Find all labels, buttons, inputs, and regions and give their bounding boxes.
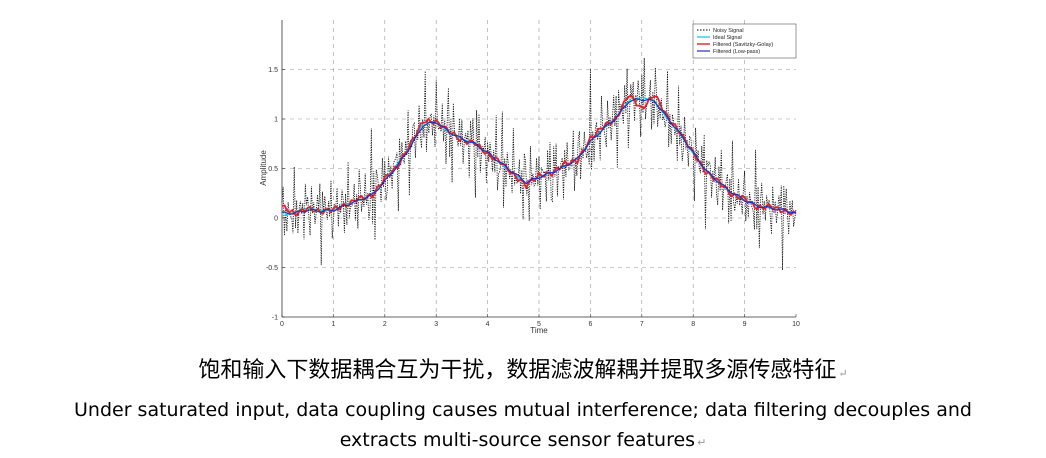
x-tick-label: 9 xyxy=(743,321,747,328)
x-tick-label: 6 xyxy=(588,321,592,328)
chart-figure: 0 1 2 3 4 5 6 7 8 9 10 -1 -0.5 0 0.5 1 1.5 Time Amplitu… xyxy=(259,20,800,335)
y-tick-label: 1.5 xyxy=(268,67,278,74)
x-tick-label: 1 xyxy=(331,321,335,328)
x-tick-label: 10 xyxy=(792,321,800,328)
series-lines xyxy=(281,57,797,271)
y-tick-label: -0.5 xyxy=(266,265,278,272)
legend-label-ideal: Ideal Signal xyxy=(713,35,742,41)
y-ticks: -1 -0.5 0 0.5 1 1.5 xyxy=(266,67,285,322)
x-tick-label: 2 xyxy=(383,321,387,328)
y-tick-label: 1 xyxy=(274,117,278,124)
legend-label-savgol: Filtered (Savitzky-Golay) xyxy=(713,42,773,48)
x-tick-label: 7 xyxy=(640,321,644,328)
y-axis-label: Amplitude xyxy=(259,150,268,186)
x-tick-label: 4 xyxy=(486,321,490,328)
caption-english-line-1: Under saturated input, data coupling cau… xyxy=(74,399,972,421)
grid-lines xyxy=(282,20,796,317)
y-tick-label: -1 xyxy=(272,315,278,322)
legend: Noisy Signal Ideal Signal Filtered (Savi… xyxy=(692,23,797,59)
x-axis-label: Time xyxy=(530,326,548,335)
series-line-filtered-low-pass xyxy=(281,98,797,215)
x-tick-label: 0 xyxy=(280,321,284,328)
series-line-noisy-signal xyxy=(281,57,797,271)
x-tick-label: 8 xyxy=(691,321,695,328)
caption-chinese: 饱和输入下数据耦合互为干扰，数据滤波解耦并提取多源传感特征 ↵ xyxy=(198,358,848,383)
x-ticks: 0 1 2 3 4 5 6 7 8 9 10 xyxy=(280,314,800,328)
y-tick-label: 0 xyxy=(274,216,278,223)
x-tick-label: 3 xyxy=(434,321,438,328)
legend-label-noisy: Noisy Signal xyxy=(713,28,744,34)
caption-english-line-2: extracts multi-source sensor features ↵ xyxy=(339,429,707,451)
legend-box xyxy=(692,23,797,59)
legend-label-lowpass: Filtered (Low-pass) xyxy=(713,49,760,55)
y-tick-label: 0.5 xyxy=(268,166,278,173)
x-tick-label: 5 xyxy=(537,321,541,328)
caption-english: Under saturated input, data coupling cau… xyxy=(20,395,1026,458)
